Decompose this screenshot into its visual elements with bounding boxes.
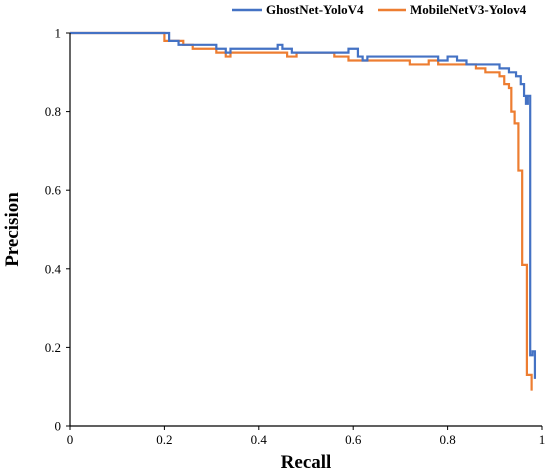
x-tick-label: 0.2 bbox=[156, 432, 172, 447]
series-line-mobilenet bbox=[70, 31, 533, 391]
x-tick-label: 0.8 bbox=[439, 432, 455, 447]
y-tick-label: 0.6 bbox=[45, 183, 62, 198]
legend: GhostNet-YoloV4 MobileNetV3-Yolov4 bbox=[232, 2, 527, 17]
y-tick-label: 0.4 bbox=[45, 261, 62, 276]
series-layer bbox=[70, 31, 537, 391]
x-tick-label: 0.4 bbox=[251, 432, 268, 447]
x-axis-title: Recall bbox=[281, 452, 332, 473]
y-tick-label: 0.8 bbox=[45, 104, 61, 119]
y-tick-label: 0 bbox=[55, 419, 62, 434]
y-axis-title: Precision bbox=[2, 192, 23, 267]
y-ticks: 0 0.2 0.4 0.6 0.8 1 bbox=[45, 26, 70, 434]
y-tick-label: 0.2 bbox=[45, 340, 61, 355]
x-tick-label: 0 bbox=[67, 432, 74, 447]
x-tick-label: 1 bbox=[539, 432, 546, 447]
series-line-ghostnet bbox=[70, 31, 537, 379]
y-tick-label: 1 bbox=[55, 26, 62, 41]
axes-layer bbox=[69, 33, 542, 427]
legend-label-ghostnet: GhostNet-YoloV4 bbox=[266, 2, 364, 17]
legend-label-mobilenet: MobileNetV3-Yolov4 bbox=[410, 2, 527, 17]
x-tick-label: 0.6 bbox=[345, 432, 362, 447]
x-ticks: 0 0.2 0.4 0.6 0.8 1 bbox=[67, 426, 546, 447]
